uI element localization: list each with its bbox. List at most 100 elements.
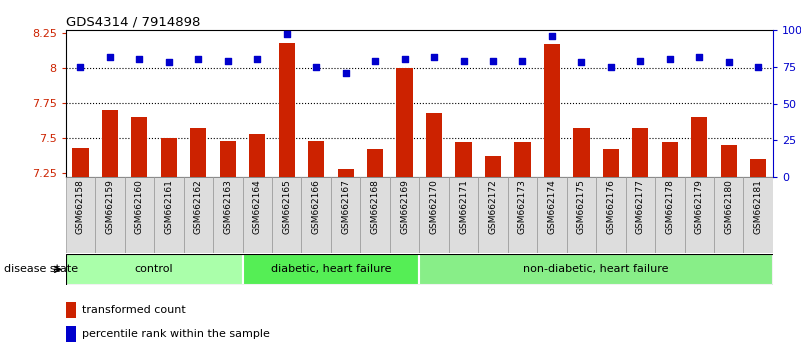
Bar bbox=[66, 254, 243, 285]
Point bbox=[545, 33, 558, 39]
Text: percentile rank within the sample: percentile rank within the sample bbox=[82, 329, 270, 339]
Text: GSM662163: GSM662163 bbox=[223, 179, 232, 234]
Point bbox=[163, 59, 175, 65]
Bar bbox=[596, 177, 626, 253]
Bar bbox=[360, 177, 390, 253]
Bar bbox=[249, 133, 265, 177]
Text: GSM662158: GSM662158 bbox=[76, 179, 85, 234]
Bar bbox=[125, 177, 154, 253]
Point bbox=[723, 59, 735, 65]
Text: GSM662159: GSM662159 bbox=[106, 179, 115, 234]
Text: GSM662169: GSM662169 bbox=[400, 179, 409, 234]
Bar bbox=[331, 177, 360, 253]
Bar bbox=[308, 141, 324, 177]
Bar bbox=[456, 142, 472, 177]
Text: GSM662165: GSM662165 bbox=[282, 179, 292, 234]
Bar bbox=[420, 254, 773, 285]
Bar bbox=[626, 177, 655, 253]
Bar bbox=[574, 128, 590, 177]
Text: GSM662174: GSM662174 bbox=[547, 179, 557, 234]
Text: GSM662171: GSM662171 bbox=[459, 179, 468, 234]
Bar bbox=[66, 302, 77, 318]
Bar bbox=[367, 149, 383, 177]
Bar bbox=[66, 177, 95, 253]
Text: GSM662180: GSM662180 bbox=[724, 179, 733, 234]
Bar bbox=[662, 142, 678, 177]
Text: GSM662172: GSM662172 bbox=[489, 179, 497, 234]
Bar bbox=[478, 177, 508, 253]
Point bbox=[428, 54, 441, 59]
Text: GSM662170: GSM662170 bbox=[429, 179, 439, 234]
Point bbox=[74, 64, 87, 70]
Bar bbox=[183, 177, 213, 253]
Bar bbox=[219, 141, 235, 177]
Bar bbox=[685, 177, 714, 253]
Bar bbox=[750, 159, 767, 177]
Text: non-diabetic, heart failure: non-diabetic, heart failure bbox=[523, 264, 669, 274]
Point bbox=[103, 54, 116, 59]
Text: GSM662177: GSM662177 bbox=[636, 179, 645, 234]
Text: GSM662167: GSM662167 bbox=[341, 179, 350, 234]
Bar bbox=[390, 177, 420, 253]
Point bbox=[693, 54, 706, 59]
Point bbox=[457, 58, 470, 64]
Point bbox=[368, 58, 381, 64]
Bar bbox=[66, 326, 77, 342]
Bar bbox=[514, 142, 530, 177]
Bar bbox=[131, 117, 147, 177]
Point bbox=[398, 57, 411, 62]
Text: GSM662160: GSM662160 bbox=[135, 179, 144, 234]
Text: GDS4314 / 7914898: GDS4314 / 7914898 bbox=[66, 16, 200, 29]
Point bbox=[310, 64, 323, 70]
Bar bbox=[190, 128, 207, 177]
Bar bbox=[508, 177, 537, 253]
Text: GSM662176: GSM662176 bbox=[606, 179, 615, 234]
Bar bbox=[743, 177, 773, 253]
Bar bbox=[102, 110, 118, 177]
Bar bbox=[279, 43, 295, 177]
Text: GSM662168: GSM662168 bbox=[371, 179, 380, 234]
Bar bbox=[537, 177, 566, 253]
Bar bbox=[420, 177, 449, 253]
Bar bbox=[72, 148, 89, 177]
Text: GSM662175: GSM662175 bbox=[577, 179, 586, 234]
Bar bbox=[396, 68, 413, 177]
Bar bbox=[449, 177, 478, 253]
Bar bbox=[544, 44, 560, 177]
Point bbox=[663, 57, 676, 62]
Bar bbox=[691, 117, 707, 177]
Point bbox=[192, 57, 205, 62]
Bar bbox=[213, 177, 243, 253]
Point bbox=[516, 58, 529, 64]
Text: GSM662178: GSM662178 bbox=[666, 179, 674, 234]
Text: GSM662161: GSM662161 bbox=[164, 179, 173, 234]
Point bbox=[486, 58, 499, 64]
Point bbox=[340, 70, 352, 75]
Text: GSM662173: GSM662173 bbox=[518, 179, 527, 234]
Point bbox=[221, 58, 234, 64]
Bar bbox=[655, 177, 685, 253]
Text: diabetic, heart failure: diabetic, heart failure bbox=[271, 264, 391, 274]
Bar bbox=[161, 138, 177, 177]
Bar bbox=[485, 156, 501, 177]
Point bbox=[634, 58, 646, 64]
Point bbox=[752, 64, 765, 70]
Bar bbox=[95, 177, 125, 253]
Bar bbox=[272, 177, 301, 253]
Bar bbox=[566, 177, 596, 253]
Text: control: control bbox=[135, 264, 173, 274]
Bar bbox=[243, 254, 420, 285]
Point bbox=[575, 59, 588, 65]
Bar bbox=[721, 145, 737, 177]
Text: GSM662166: GSM662166 bbox=[312, 179, 320, 234]
Text: GSM662164: GSM662164 bbox=[253, 179, 262, 234]
Point bbox=[280, 32, 293, 37]
Bar bbox=[714, 177, 743, 253]
Text: transformed count: transformed count bbox=[82, 305, 186, 315]
Text: GSM662181: GSM662181 bbox=[754, 179, 763, 234]
Text: GSM662179: GSM662179 bbox=[694, 179, 704, 234]
Bar bbox=[301, 177, 331, 253]
Bar bbox=[243, 177, 272, 253]
Bar bbox=[603, 149, 619, 177]
Text: disease state: disease state bbox=[4, 264, 78, 274]
